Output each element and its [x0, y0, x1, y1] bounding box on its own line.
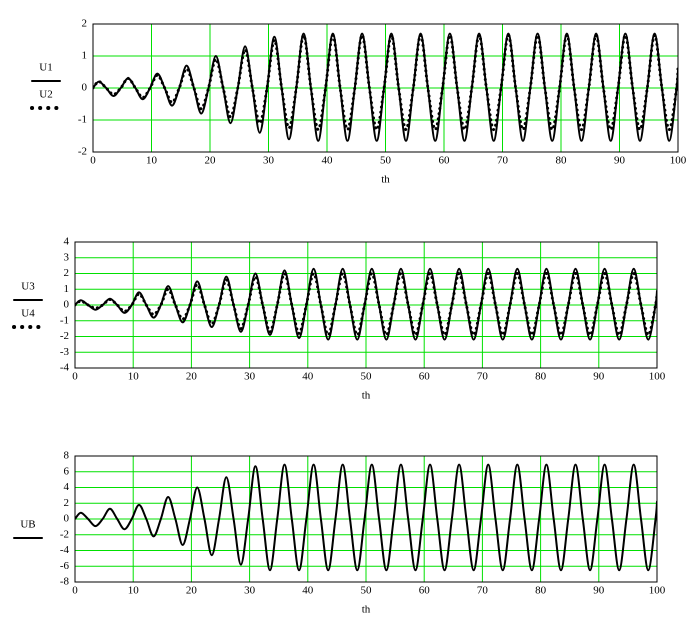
x-tick-label: 0	[72, 585, 78, 597]
x-tick-label: 80	[535, 371, 547, 383]
x-tick-label: 30	[263, 155, 275, 167]
y-tick-label: -1	[60, 314, 69, 326]
x-tick-label: 20	[186, 371, 198, 383]
y-tick-label: -1	[78, 114, 87, 126]
x-tick-label: 60	[419, 585, 431, 597]
legend-label: U1	[39, 62, 52, 74]
x-axis-label: th	[362, 604, 371, 616]
x-tick-label: 50	[380, 155, 392, 167]
x-tick-label: 10	[146, 155, 158, 167]
x-tick-label: 20	[205, 155, 217, 167]
x-tick-label: 20	[186, 585, 198, 597]
x-tick-label: 40	[302, 585, 314, 597]
y-tick-label: 2	[64, 267, 70, 279]
y-tick-label: 2	[82, 18, 88, 30]
x-tick-label: 40	[322, 155, 334, 167]
y-tick-label: -2	[60, 528, 69, 540]
y-tick-label: 1	[82, 50, 88, 62]
x-tick-label: 100	[649, 585, 666, 597]
y-tick-label: 8	[64, 450, 70, 462]
y-tick-label: 0	[64, 299, 70, 311]
x-tick-label: 60	[439, 155, 451, 167]
x-tick-label: 80	[535, 585, 547, 597]
series-line	[75, 463, 657, 572]
x-tick-label: 10	[128, 371, 140, 383]
y-tick-label: -2	[78, 146, 87, 158]
x-tick-label: 50	[361, 371, 373, 383]
y-tick-label: 6	[64, 465, 70, 477]
x-tick-label: 0	[72, 371, 78, 383]
legend-label: U3	[21, 281, 35, 293]
x-tick-label: 90	[614, 155, 626, 167]
x-tick-label: 0	[90, 155, 96, 167]
y-tick-label: -8	[60, 576, 70, 588]
y-tick-label: 0	[64, 513, 70, 525]
y-tick-label: 3	[64, 251, 70, 263]
x-tick-label: 70	[477, 371, 489, 383]
x-tick-label: 90	[593, 585, 605, 597]
x-axis-label: th	[381, 174, 390, 186]
y-tick-label: -2	[60, 330, 69, 342]
x-tick-label: 90	[593, 371, 605, 383]
x-tick-label: 100	[670, 155, 687, 167]
y-tick-label: 1	[64, 283, 70, 295]
y-tick-label: 2	[64, 497, 70, 509]
x-axis-label: th	[362, 390, 371, 402]
x-tick-label: 40	[302, 371, 314, 383]
y-tick-label: 0	[82, 82, 88, 94]
legend-label: UB	[20, 519, 35, 531]
x-tick-label: 70	[477, 585, 489, 597]
x-tick-label: 60	[419, 371, 431, 383]
y-tick-label: -3	[60, 346, 70, 358]
y-tick-label: 4	[64, 236, 70, 248]
legend-label: U2	[39, 89, 52, 101]
x-tick-label: 50	[361, 585, 373, 597]
y-tick-label: -4	[60, 544, 70, 556]
x-tick-label: 100	[649, 371, 666, 383]
series-line	[93, 33, 678, 132]
y-tick-label: -6	[60, 560, 70, 572]
x-tick-label: 30	[244, 585, 256, 597]
x-tick-label: 80	[556, 155, 568, 167]
x-tick-label: 70	[497, 155, 509, 167]
x-tick-label: 30	[244, 371, 256, 383]
y-tick-label: -4	[60, 362, 70, 374]
y-tick-label: 4	[64, 481, 70, 493]
legend-label: U4	[21, 308, 35, 320]
x-tick-label: 10	[128, 585, 140, 597]
